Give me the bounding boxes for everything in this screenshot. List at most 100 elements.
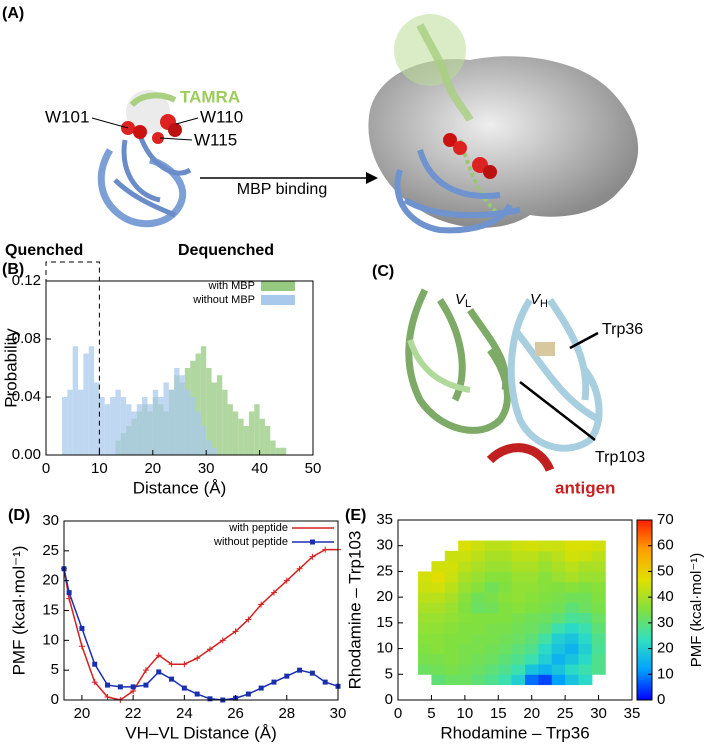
heat-cell <box>458 561 473 572</box>
marker <box>322 546 329 553</box>
x-axis-label: Rhodamine – Trp36 <box>440 723 589 742</box>
heat-cell <box>551 633 566 644</box>
heat-cell <box>471 602 486 614</box>
heat-cell <box>418 581 432 593</box>
y-tick-label: 25 <box>376 562 393 579</box>
bar <box>227 404 233 455</box>
legend-swatch <box>261 295 295 305</box>
x-tick-label: 30 <box>590 705 607 722</box>
x-tick-label: 22 <box>125 705 142 722</box>
colorbar <box>636 519 653 701</box>
heat-cell <box>471 633 486 644</box>
marker <box>66 590 72 596</box>
heat-cell <box>431 674 446 686</box>
heat-cell <box>525 653 539 665</box>
x-tick-label: 25 <box>557 705 574 722</box>
panel-label: (D) <box>8 507 30 524</box>
heat-cell <box>458 633 473 644</box>
bar <box>152 389 159 455</box>
bar <box>200 346 207 455</box>
marker <box>155 652 162 659</box>
heat-cell <box>418 633 432 644</box>
heat-cell <box>484 550 499 562</box>
marker <box>270 589 277 596</box>
heat-cell <box>591 571 606 583</box>
heat-cell <box>444 622 459 634</box>
heat-cell <box>498 633 513 644</box>
bar <box>72 346 79 455</box>
heat-cell <box>565 612 580 624</box>
heat-cell <box>565 571 580 583</box>
bar <box>238 418 244 455</box>
marker <box>117 684 123 690</box>
heat-cell <box>458 602 473 614</box>
heat-cell <box>431 612 446 624</box>
heat-cell <box>578 612 593 624</box>
heat-cell <box>471 540 486 552</box>
heat-cell <box>444 643 459 655</box>
bar <box>259 418 265 455</box>
y-tick-label: 0.08 <box>12 330 41 347</box>
panel-label: (C) <box>372 263 394 280</box>
y-tick-label: 15 <box>376 614 393 631</box>
bar <box>126 404 132 455</box>
series-line <box>63 548 338 701</box>
heat-cell <box>498 612 513 624</box>
heat-cell <box>565 581 580 593</box>
legend-label: with peptide <box>228 522 288 534</box>
legend-label: with MBP <box>208 280 255 292</box>
heat-cell <box>511 633 526 644</box>
heat-cell <box>538 571 553 583</box>
heat-cell <box>484 561 499 572</box>
heat-cell <box>591 550 606 562</box>
bar <box>195 411 201 455</box>
heat-cell <box>484 622 499 634</box>
heat-cell <box>578 602 593 614</box>
y-tick-label: 20 <box>376 588 393 605</box>
heat-cell <box>591 602 606 614</box>
legend-label: without MBP <box>192 294 255 306</box>
x-tick-label: 40 <box>251 460 268 477</box>
x-tick-label: 0 <box>42 460 50 477</box>
heat-cell <box>551 622 566 634</box>
heat-cell <box>525 581 539 593</box>
bar <box>254 404 260 455</box>
bar <box>280 447 287 455</box>
annotation: Quenched <box>5 242 83 259</box>
heat-cell <box>471 643 486 655</box>
heat-cell <box>525 622 539 634</box>
marker <box>168 661 175 668</box>
heat-cell <box>458 664 473 675</box>
heat-cell <box>444 550 459 562</box>
bar <box>83 353 89 455</box>
heat-cell <box>578 571 593 583</box>
heat-cell <box>511 653 526 665</box>
heat-cell <box>484 612 499 624</box>
bar <box>174 368 180 455</box>
heat-cell <box>538 653 553 665</box>
marker <box>284 673 290 679</box>
small-protein <box>97 90 192 228</box>
bar <box>168 389 175 455</box>
colorbar-tick-label: 30 <box>657 614 674 631</box>
heat-cell <box>471 550 486 562</box>
heat-cell <box>444 581 459 593</box>
heat-cell <box>565 592 580 603</box>
heat-cell <box>591 581 606 593</box>
colorbar-tick-label: 60 <box>657 537 674 554</box>
heat-cell <box>418 622 432 634</box>
marker <box>194 691 200 697</box>
heat-cell <box>565 633 580 644</box>
y-tick-label: 5 <box>51 661 59 678</box>
x-tick-label: 20 <box>144 460 161 477</box>
antibody-structure <box>405 288 603 472</box>
y-axis-label: PMF (kcal·mol⁻¹) <box>9 546 28 676</box>
domain-letter: V <box>455 291 467 308</box>
plot-frame <box>63 520 339 701</box>
marker <box>283 577 290 584</box>
x-tick-label: 35 <box>624 705 641 722</box>
marker <box>156 669 162 675</box>
bar <box>270 440 276 455</box>
residue-label: W115 <box>194 130 237 149</box>
heat-cell <box>458 643 473 655</box>
